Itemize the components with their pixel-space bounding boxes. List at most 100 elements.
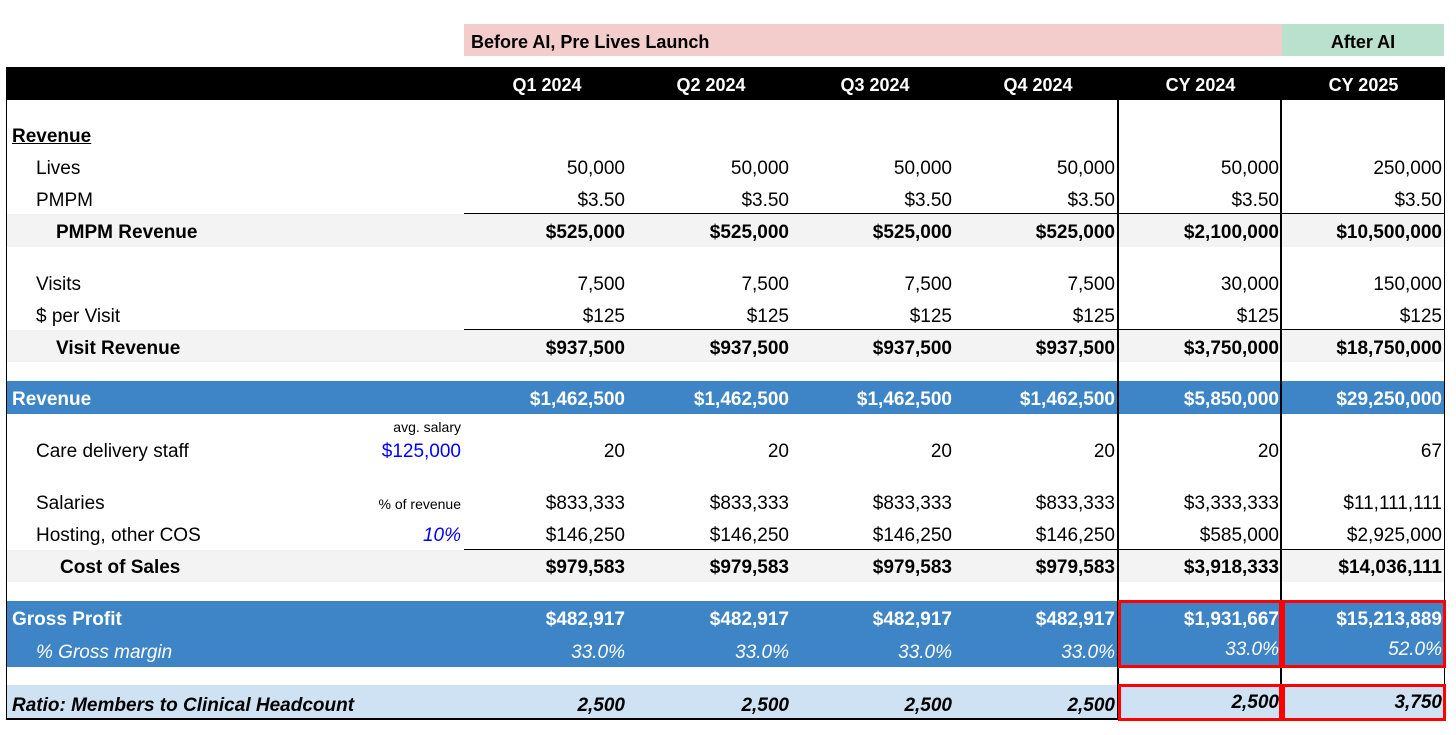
- cell-cos-q1: $979,583: [545, 557, 625, 578]
- cell-gp-q3: $482,917: [872, 609, 952, 630]
- cell-ratio-cy2024: 2,500: [1231, 692, 1279, 713]
- cell-ratio-q4: 2,500: [1067, 695, 1115, 716]
- cell-visit-revenue-q3: $937,500: [872, 338, 952, 359]
- cell-revenue-total-q4: $1,462,500: [1019, 389, 1115, 410]
- highlight-gp-cy2025: [1282, 600, 1446, 668]
- row-label-per-visit: $ per Visit: [36, 306, 121, 327]
- row-label-gross-profit: Gross Profit: [12, 609, 122, 630]
- subtotal-rule-costs: [464, 549, 1445, 550]
- cell-lives-q2: 50,000: [730, 158, 789, 179]
- cell-hosting-q1: $146,250: [545, 525, 625, 546]
- cell-visit-revenue-q1: $937,500: [545, 338, 625, 359]
- cell-visits-cy2025: 150,000: [1373, 274, 1442, 295]
- note-pct-revenue: % of revenue: [378, 496, 462, 512]
- cell-gm-q4: 33.0%: [1061, 642, 1115, 663]
- row-label-cost-of-sales: Cost of Sales: [60, 557, 181, 578]
- col-header-cy-2025: CY 2025: [1328, 75, 1399, 95]
- subtotal-rule-pmpm: [464, 213, 1445, 214]
- row-label-visit-revenue: Visit Revenue: [56, 338, 181, 359]
- cell-ratio-q1: 2,500: [577, 695, 625, 716]
- cell-revenue-total-q2: $1,462,500: [693, 389, 789, 410]
- cell-cos-q4: $979,583: [1035, 557, 1115, 578]
- cell-visits-cy2024: 30,000: [1220, 274, 1279, 295]
- row-label-ratio: Ratio: Members to Clinical Headcount: [12, 695, 355, 716]
- row-label-salaries: Salaries: [36, 493, 105, 514]
- row-label-pmpm: PMPM: [36, 190, 93, 211]
- cell-salaries-q1: $833,333: [545, 493, 625, 514]
- section-title-revenue: Revenue: [12, 126, 92, 147]
- input-hosting-pct[interactable]: 10%: [422, 525, 461, 546]
- cell-ratio-q2: 2,500: [741, 695, 789, 716]
- cell-cos-cy2025: $14,036,111: [1338, 557, 1442, 578]
- cell-revenue-total-cy2025: $29,250,000: [1336, 389, 1442, 410]
- cell-pmpm-revenue-q3: $525,000: [872, 222, 952, 243]
- cell-visits-q1: 7,500: [577, 274, 625, 295]
- col-header-cy-2024: CY 2024: [1165, 75, 1236, 95]
- highlight-ratio-cy2024: [1118, 684, 1282, 721]
- cell-salaries-q4: $833,333: [1035, 493, 1115, 514]
- cell-gp-q2: $482,917: [709, 609, 789, 630]
- cell-per-visit-q2: $125: [746, 306, 789, 327]
- cell-per-visit-q1: $125: [582, 306, 625, 327]
- cell-lives-cy2025: 250,000: [1373, 158, 1442, 179]
- cell-lives-q3: 50,000: [893, 158, 952, 179]
- cell-gm-cy2025: 52.0%: [1388, 639, 1442, 660]
- cell-revenue-total-q3: $1,462,500: [856, 389, 952, 410]
- cell-salaries-cy2025: $11,111,111: [1343, 493, 1442, 514]
- cell-gm-q2: 33.0%: [735, 642, 789, 663]
- cell-per-visit-cy2025: $125: [1399, 306, 1442, 327]
- cell-cos-q3: $979,583: [872, 557, 952, 578]
- row-label-pmpm-revenue: PMPM Revenue: [56, 222, 198, 243]
- cell-hosting-q4: $146,250: [1035, 525, 1115, 546]
- row-label-lives: Lives: [36, 158, 81, 179]
- cell-care-staff-q2: 20: [767, 441, 789, 462]
- cell-hosting-q2: $146,250: [709, 525, 789, 546]
- cell-revenue-total-q1: $1,462,500: [529, 389, 625, 410]
- cell-pmpm-q3: $3.50: [904, 190, 952, 211]
- cell-salaries-q3: $833,333: [872, 493, 952, 514]
- cell-pmpm-q1: $3.50: [577, 190, 625, 211]
- cell-ratio-cy2025: 3,750: [1394, 692, 1442, 713]
- cell-care-staff-cy2024: 20: [1257, 441, 1279, 462]
- cell-cos-cy2024: $3,918,333: [1183, 557, 1279, 578]
- cell-salaries-q2: $833,333: [709, 493, 789, 514]
- ratio-row-bg: [6, 685, 1445, 720]
- cell-pmpm-q2: $3.50: [741, 190, 789, 211]
- cell-care-staff-q4: 20: [1093, 441, 1115, 462]
- column-divider-cy2025: [1280, 100, 1282, 720]
- row-label-hosting: Hosting, other COS: [36, 525, 201, 546]
- cell-gp-cy2024: $1,931,667: [1183, 609, 1279, 630]
- subtotal-rule-visits: [464, 329, 1445, 330]
- cell-visit-revenue-q4: $937,500: [1035, 338, 1115, 359]
- row-label-revenue-total: Revenue: [12, 389, 92, 410]
- cell-visits-q4: 7,500: [1067, 274, 1115, 295]
- cell-lives-cy2024: 50,000: [1220, 158, 1279, 179]
- cell-pmpm-revenue-cy2025: $10,500,000: [1336, 222, 1442, 243]
- cell-visits-q2: 7,500: [741, 274, 789, 295]
- note-avg-salary: avg. salary: [393, 419, 461, 435]
- cell-per-visit-q4: $125: [1072, 306, 1115, 327]
- cell-pmpm-revenue-q2: $525,000: [709, 222, 789, 243]
- cell-per-visit-q3: $125: [909, 306, 952, 327]
- col-header-q1-2024: Q1 2024: [512, 75, 582, 95]
- cell-gm-q1: 33.0%: [571, 642, 625, 663]
- cell-visits-q3: 7,500: [904, 274, 952, 295]
- pmpm-revenue-row-bg: [6, 214, 1445, 247]
- cell-pmpm-q4: $3.50: [1067, 190, 1115, 211]
- col-header-q3-2024: Q3 2024: [840, 75, 910, 95]
- cell-pmpm-cy2024: $3.50: [1231, 190, 1279, 211]
- column-divider-cy2024: [1117, 100, 1119, 720]
- column-header-bar: [6, 67, 1445, 100]
- cell-pmpm-cy2025: $3.50: [1394, 190, 1442, 211]
- cell-pmpm-revenue-q4: $525,000: [1035, 222, 1115, 243]
- row-label-gross-margin: % Gross margin: [36, 642, 173, 663]
- cell-gp-q4: $482,917: [1035, 609, 1115, 630]
- cell-pmpm-revenue-q1: $525,000: [545, 222, 625, 243]
- cell-gm-q3: 33.0%: [898, 642, 952, 663]
- cell-visit-revenue-q2: $937,500: [709, 338, 789, 359]
- input-avg-salary[interactable]: $125,000: [381, 441, 461, 462]
- cell-care-staff-q1: 20: [603, 441, 625, 462]
- table-frame: [6, 67, 1445, 720]
- row-label-care-staff: Care delivery staff: [36, 441, 189, 462]
- cell-ratio-q3: 2,500: [904, 695, 952, 716]
